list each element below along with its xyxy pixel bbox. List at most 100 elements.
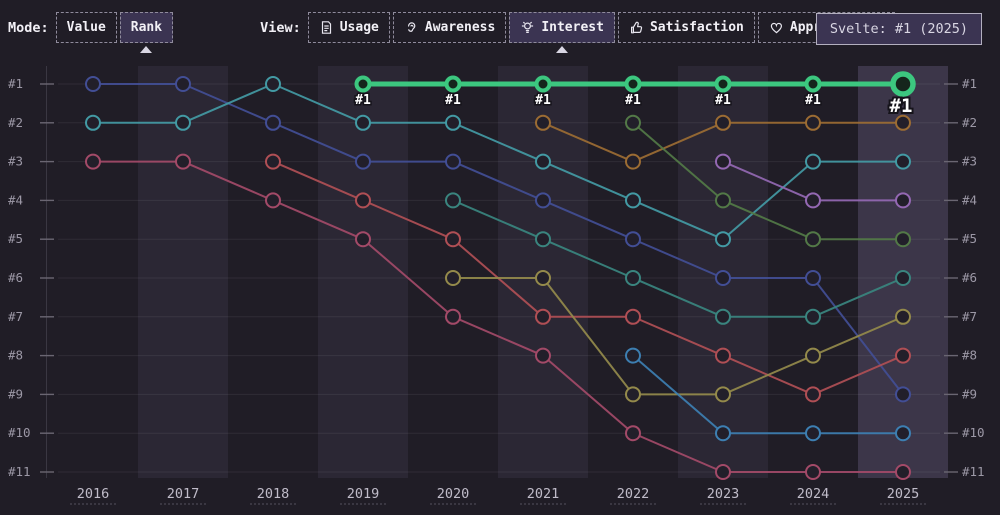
series-darkteal-point[interactable]	[445, 192, 461, 209]
series-olive-point[interactable]	[625, 386, 641, 403]
y-axis-label-right: #7	[962, 309, 977, 324]
series-svelte-highlighted-point[interactable]	[624, 75, 642, 93]
series-teal-point[interactable]	[175, 114, 191, 131]
series-darkteal-point[interactable]	[715, 308, 731, 325]
series-teal-point[interactable]	[715, 231, 731, 248]
y-axis-label-right: #5	[962, 231, 977, 246]
rank-point-label: #1	[625, 93, 641, 108]
series-darkteal-point[interactable]	[805, 308, 821, 325]
x-axis-label: 2017	[167, 486, 200, 502]
series-red-point[interactable]	[895, 347, 911, 364]
view-satisfaction-button[interactable]: Satisfaction	[617, 12, 755, 43]
series-blue-point[interactable]	[895, 425, 911, 442]
mode-value-label: Value	[66, 20, 106, 35]
series-darkgreen-point[interactable]	[715, 192, 731, 209]
series-brown-point[interactable]	[625, 153, 641, 170]
series-red-point[interactable]	[445, 231, 461, 248]
view-usage-button[interactable]: Usage	[307, 12, 390, 43]
series-svelte-highlighted-point[interactable]	[714, 75, 732, 93]
series-brown-point[interactable]	[535, 114, 551, 131]
series-indigo-point[interactable]	[805, 270, 821, 286]
series-olive-point[interactable]	[445, 270, 461, 286]
series-rose-point[interactable]	[85, 153, 101, 170]
series-darkteal-point[interactable]	[535, 231, 551, 248]
series-olive-point[interactable]	[715, 386, 731, 403]
series-indigo-point[interactable]	[265, 114, 281, 131]
series-darkteal-point[interactable]	[895, 270, 911, 286]
bump-chart[interactable]: #1 #1 #2 #2 #3 #3 #4 #4 #5 #5 #6 #6 #7 #7 #8 #8 #9 #9 #10 #…	[0, 55, 1000, 515]
series-svelte-highlighted-point[interactable]	[444, 75, 462, 93]
series-teal-point[interactable]	[535, 153, 551, 170]
series-purple-point[interactable]	[895, 192, 911, 209]
series-teal-point[interactable]	[805, 153, 821, 170]
mode-value-button[interactable]: Value	[55, 12, 117, 43]
series-red-point[interactable]	[265, 153, 281, 170]
series-rose-point[interactable]	[715, 464, 731, 480]
mode-rank-button[interactable]: Rank	[119, 12, 174, 53]
series-indigo-point[interactable]	[85, 76, 101, 92]
series-indigo-point[interactable]	[445, 153, 461, 170]
y-axis-label-right: #6	[962, 270, 977, 285]
series-red-point[interactable]	[535, 308, 551, 325]
series-darkgreen-point[interactable]	[805, 231, 821, 248]
series-teal-point[interactable]	[85, 114, 101, 131]
series-brown-point[interactable]	[805, 114, 821, 131]
series-indigo-point[interactable]	[895, 386, 911, 403]
series-svelte-highlighted-point[interactable]	[354, 75, 372, 93]
series-red-line	[272, 160, 904, 396]
series-indigo-point[interactable]	[355, 153, 371, 170]
series-indigo-point[interactable]	[535, 192, 551, 209]
series-purple-point[interactable]	[715, 153, 731, 170]
series-svelte-highlighted-point[interactable]	[804, 75, 822, 93]
series-olive-point[interactable]	[895, 308, 911, 325]
series-teal-point[interactable]	[445, 114, 461, 131]
series-svelte-highlighted-point[interactable]	[534, 75, 552, 93]
rank-point-label: #1	[890, 95, 913, 117]
series-rose-point[interactable]	[355, 231, 371, 248]
mode-rank-label: Rank	[130, 20, 163, 35]
series-darkgreen-point[interactable]	[895, 231, 911, 248]
x-axis-label: 2025	[887, 486, 920, 502]
series-rose-point[interactable]	[805, 464, 821, 480]
view-interest-button[interactable]: Interest	[509, 12, 615, 53]
series-rose-point[interactable]	[535, 347, 551, 364]
series-rose-point[interactable]	[175, 153, 191, 170]
series-darkteal-point[interactable]	[625, 270, 641, 286]
x-axis-label: 2018	[257, 486, 290, 502]
series-rose-line	[93, 160, 903, 473]
series-blue-point[interactable]	[625, 347, 641, 364]
series-indigo-point[interactable]	[715, 270, 731, 286]
rank-point-label: #1	[355, 93, 371, 108]
series-darkgreen-point[interactable]	[625, 114, 641, 131]
y-axis-label-right: #10	[962, 425, 985, 440]
series-teal-point[interactable]	[355, 114, 371, 131]
y-axis-label-left: #2	[8, 115, 23, 130]
series-red-point[interactable]	[625, 308, 641, 325]
series-rose-point[interactable]	[895, 464, 911, 480]
series-teal-point[interactable]	[265, 76, 281, 92]
y-axis-label-right: #3	[962, 154, 977, 169]
series-purple-point[interactable]	[805, 192, 821, 209]
series-red-point[interactable]	[805, 386, 821, 403]
series-indigo-point[interactable]	[625, 231, 641, 248]
y-axis-label-right: #11	[962, 464, 985, 479]
series-blue-point[interactable]	[805, 425, 821, 442]
y-axis-label-left: #8	[8, 348, 23, 363]
y-axis-label-left: #3	[8, 154, 23, 169]
series-rose-point[interactable]	[625, 425, 641, 442]
series-brown-point[interactable]	[895, 114, 911, 131]
series-teal-point[interactable]	[625, 192, 641, 209]
view-awareness-button[interactable]: Awareness	[392, 12, 507, 43]
series-indigo-point[interactable]	[175, 76, 191, 92]
series-blue-point[interactable]	[715, 425, 731, 442]
series-teal-point[interactable]	[895, 153, 911, 170]
series-brown-point[interactable]	[715, 114, 731, 131]
series-rose-point[interactable]	[445, 308, 461, 325]
series-red-point[interactable]	[715, 347, 731, 364]
series-rose-point[interactable]	[265, 192, 281, 209]
series-darkteal-line	[452, 199, 904, 318]
series-olive-point[interactable]	[535, 270, 551, 286]
series-svelte-highlighted-point[interactable]	[890, 71, 916, 97]
series-olive-point[interactable]	[805, 347, 821, 364]
series-red-point[interactable]	[355, 192, 371, 209]
